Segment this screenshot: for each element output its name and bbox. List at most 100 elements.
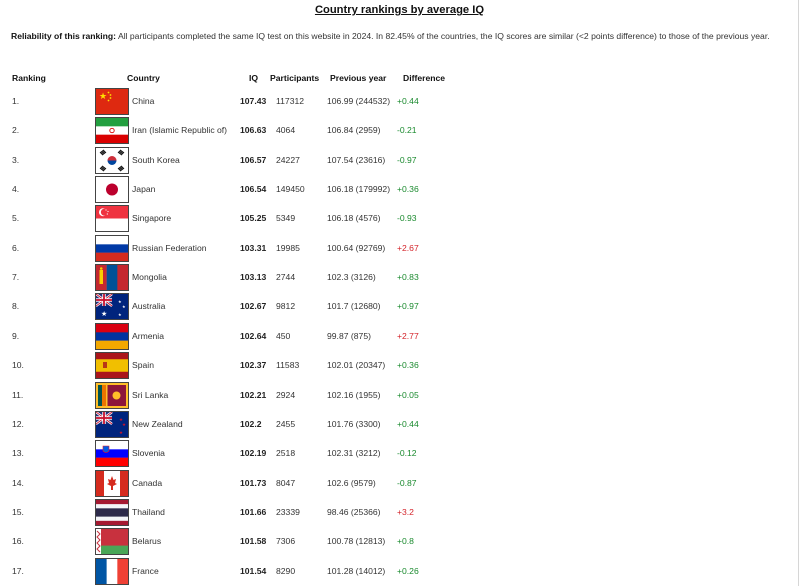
iq-cell: 102.21 [240, 389, 267, 400]
participants-cell: 7306 [276, 536, 296, 547]
column-header-iq: IQ [249, 73, 259, 83]
iq-cell: 106.63 [240, 125, 267, 136]
table-row: 4. Japan 106.54 149450 106.18 (179992) +… [0, 175, 799, 204]
svg-text:★: ★ [118, 312, 122, 317]
previous-year-cell: 99.87 (875) [327, 330, 371, 341]
difference-cell: +0.36 [397, 184, 419, 195]
previous-year-cell: 101.76 (3300) [327, 418, 381, 429]
table-row: 13. Slovenia 102.19 2518 102.31 (3212) -… [0, 439, 799, 468]
svg-text:★: ★ [101, 310, 107, 318]
iq-cell: 101.58 [240, 536, 267, 547]
previous-year-cell: 102.01 (20347) [327, 360, 386, 371]
participants-cell: 2924 [276, 389, 296, 400]
country-cell: Thailand [132, 506, 165, 517]
difference-cell: +0.26 [397, 565, 419, 576]
australia-flag-icon: ★ ★ ★ ★ [95, 293, 129, 321]
country-cell: South Korea [132, 154, 180, 165]
iq-cell: 106.57 [240, 154, 267, 165]
previous-year-cell: 100.78 (12813) [327, 536, 386, 547]
rank-cell: 15. [12, 506, 24, 517]
table-row: 12. ★ ★ ★ New Zealand 102.2 2455 101.76 … [0, 410, 799, 439]
column-header-participants: Participants [270, 73, 320, 83]
china-flag-icon: ★ [95, 88, 129, 115]
table-row: 10. Spain 102.37 11583 102.01 (20347) +0… [0, 351, 799, 380]
rank-cell: 16. [12, 536, 24, 547]
table-row: 3. South Korea 106.57 24227 107.54 (2361… [0, 146, 799, 175]
rank-cell: 17. [12, 565, 24, 576]
difference-cell: +2.67 [397, 242, 419, 253]
rank-cell: 3. [12, 154, 20, 165]
participants-cell: 2744 [276, 272, 296, 283]
column-header-ranking: Ranking [12, 73, 46, 83]
country-cell: China [132, 96, 155, 106]
participants-cell: 149450 [276, 184, 305, 195]
difference-cell: +0.44 [397, 418, 419, 429]
difference-cell: +0.44 [397, 96, 419, 106]
difference-cell: -0.12 [397, 448, 417, 459]
table-row: 16. Belarus 101.58 7306 100.78 (12813) +… [0, 527, 799, 556]
previous-year-cell: 101.28 (14012) [327, 565, 386, 576]
iq-cell: 102.67 [240, 301, 267, 312]
previous-year-cell: 101.7 (12680) [327, 301, 381, 312]
previous-year-cell: 106.18 (179992) [327, 184, 391, 195]
svg-text:★: ★ [122, 422, 126, 428]
column-header-country: Country [127, 73, 160, 83]
reliability-text: All participants completed the same IQ t… [116, 31, 770, 41]
rank-cell: 4. [12, 184, 20, 195]
mongolia-flag-icon [95, 264, 129, 292]
svg-text:★: ★ [119, 430, 123, 436]
reliability-label: Reliability of this ranking: [11, 31, 117, 41]
table-row: 8. ★ ★ ★ ★ Australia 102.67 9812 101.7 (… [0, 292, 799, 321]
iq-cell: 101.54 [240, 565, 267, 576]
participants-cell: 9812 [276, 301, 296, 312]
sri-lanka-flag-icon [95, 381, 129, 409]
difference-cell: -0.93 [397, 213, 417, 224]
iq-cell: 107.43 [240, 96, 267, 106]
previous-year-cell: 106.84 (2959) [327, 125, 381, 136]
country-cell: New Zealand [132, 418, 183, 429]
table-row: 14. Canada 101.73 8047 102.6 (9579) -0.8… [0, 469, 799, 498]
difference-cell: +3.2 [397, 506, 414, 517]
participants-cell: 2518 [276, 448, 296, 459]
table-row: 6. Russian Federation 103.31 19985 100.6… [0, 234, 799, 263]
country-cell: Iran (Islamic Republic of) [132, 125, 228, 136]
column-header-difference: Difference [403, 73, 446, 83]
rank-cell: 5. [12, 213, 20, 224]
rank-cell: 12. [12, 418, 24, 429]
country-cell: Sri Lanka [132, 389, 169, 400]
country-cell: Singapore [132, 213, 172, 224]
rank-cell: 10. [12, 360, 24, 371]
difference-cell: +0.36 [397, 360, 419, 371]
difference-cell: +0.05 [397, 389, 419, 400]
participants-cell: 450 [276, 330, 291, 341]
country-cell: Slovenia [132, 448, 165, 459]
canada-flag-icon [95, 469, 129, 497]
iq-cell: 102.37 [240, 360, 267, 371]
rank-cell: 7. [12, 272, 20, 283]
previous-year-cell: 106.99 (244532) [327, 96, 391, 106]
japan-flag-icon [95, 176, 129, 204]
iq-cell: 101.66 [240, 506, 267, 517]
country-cell: Australia [132, 301, 166, 312]
participants-cell: 2455 [276, 418, 296, 429]
country-cell: Japan [132, 184, 156, 195]
page-title: Country rankings by average IQ [314, 4, 485, 16]
france-flag-icon [95, 557, 129, 585]
participants-cell: 8047 [276, 477, 296, 488]
table-row: 15. Thailand 101.66 23339 98.46 (25366) … [0, 498, 799, 527]
thailand-flag-icon [95, 498, 129, 526]
table-row: 5. Singapore 105.25 5349 106.18 (4576) -… [0, 204, 799, 233]
participants-cell: 8290 [276, 565, 296, 576]
country-cell: Canada [132, 477, 163, 488]
difference-cell: -0.21 [397, 125, 417, 136]
iq-cell: 102.2 [240, 418, 262, 429]
participants-cell: 5349 [276, 213, 296, 224]
table-row: 11. Sri Lanka 102.21 2924 102.16 (1955) … [0, 381, 799, 410]
iq-cell: 102.64 [240, 330, 267, 341]
table-row: 17. France 101.54 8290 101.28 (14012) +0… [0, 557, 799, 586]
country-cell: Armenia [132, 330, 164, 341]
previous-year-cell: 98.46 (25366) [327, 506, 381, 517]
previous-year-cell: 106.18 (4576) [327, 213, 381, 224]
difference-cell: +0.97 [397, 301, 419, 312]
south-korea-flag-icon [95, 146, 129, 174]
